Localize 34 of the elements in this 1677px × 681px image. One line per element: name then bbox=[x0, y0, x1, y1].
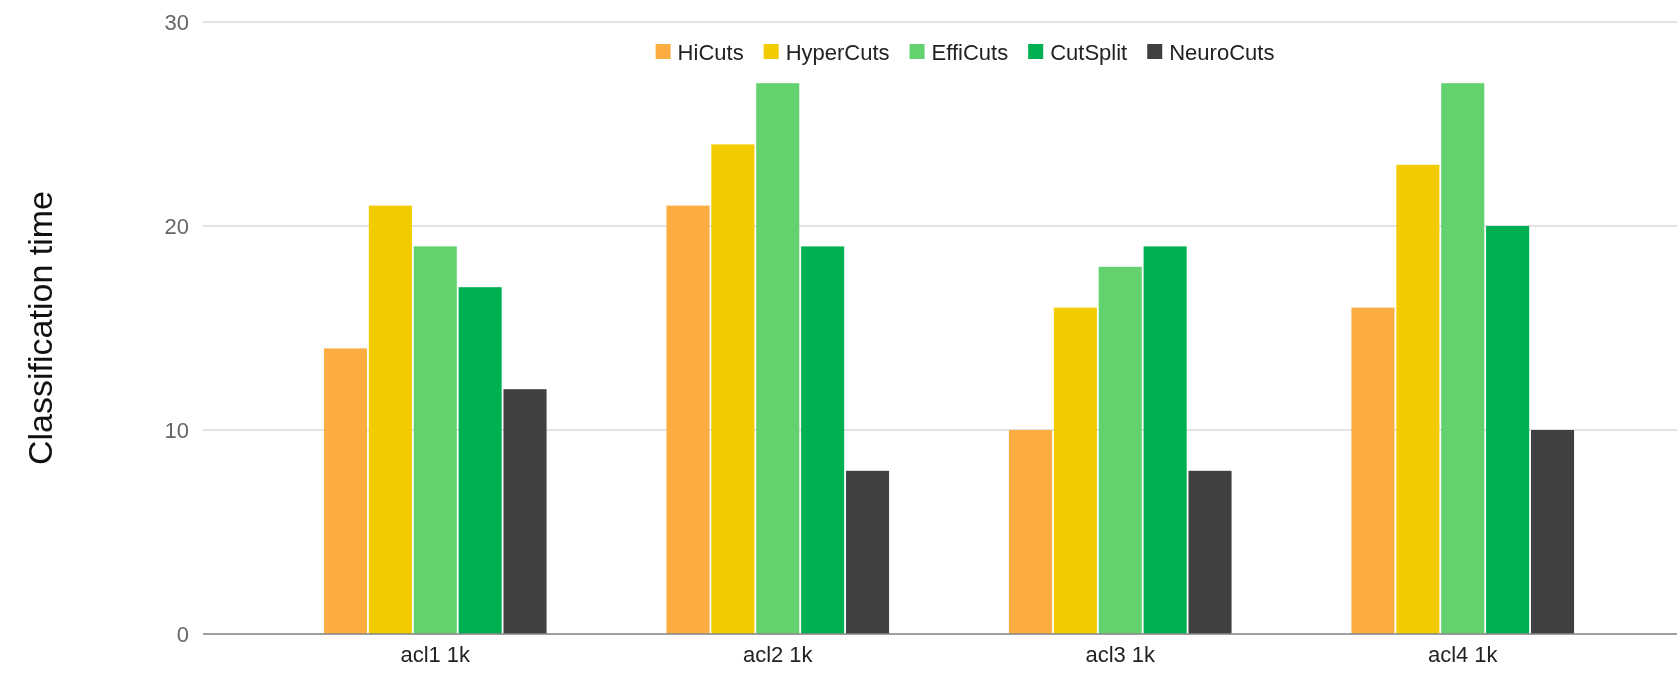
x-tick-label: acl4 1k bbox=[1427, 641, 1499, 667]
x-tick-label: acl2 1k bbox=[742, 641, 814, 667]
bar bbox=[1441, 83, 1485, 634]
y-tick-label: 0 bbox=[176, 621, 189, 647]
bar bbox=[1188, 470, 1232, 634]
bar bbox=[323, 348, 368, 634]
y-tick-label: 10 bbox=[164, 417, 189, 443]
bar bbox=[458, 287, 502, 634]
y-axis-title: Classification time bbox=[21, 191, 59, 465]
y-tick-label: 20 bbox=[164, 213, 189, 239]
legend-label: NeuroCuts bbox=[1169, 39, 1275, 65]
bar bbox=[503, 389, 547, 634]
bar bbox=[1008, 430, 1053, 634]
x-tick-label: acl1 1k bbox=[400, 641, 472, 667]
bar bbox=[756, 83, 800, 634]
legend-label: HiCuts bbox=[677, 39, 744, 65]
bar bbox=[1530, 430, 1575, 634]
bar bbox=[1351, 307, 1395, 634]
bar bbox=[711, 144, 755, 634]
bar bbox=[845, 470, 890, 634]
bar bbox=[1143, 246, 1187, 634]
bar bbox=[801, 246, 845, 634]
legend-label: CutSplit bbox=[1050, 39, 1128, 65]
bar bbox=[1396, 164, 1440, 634]
legend-label: EffiCuts bbox=[931, 39, 1009, 65]
bar bbox=[413, 246, 457, 634]
bar bbox=[1098, 266, 1142, 634]
bar bbox=[1053, 307, 1097, 634]
bar bbox=[1486, 226, 1530, 634]
x-tick-label: acl3 1k bbox=[1085, 641, 1157, 667]
legend-label: HyperCuts bbox=[785, 39, 890, 65]
y-tick-label: 30 bbox=[164, 9, 189, 35]
bar bbox=[666, 205, 710, 634]
bar bbox=[368, 205, 412, 634]
